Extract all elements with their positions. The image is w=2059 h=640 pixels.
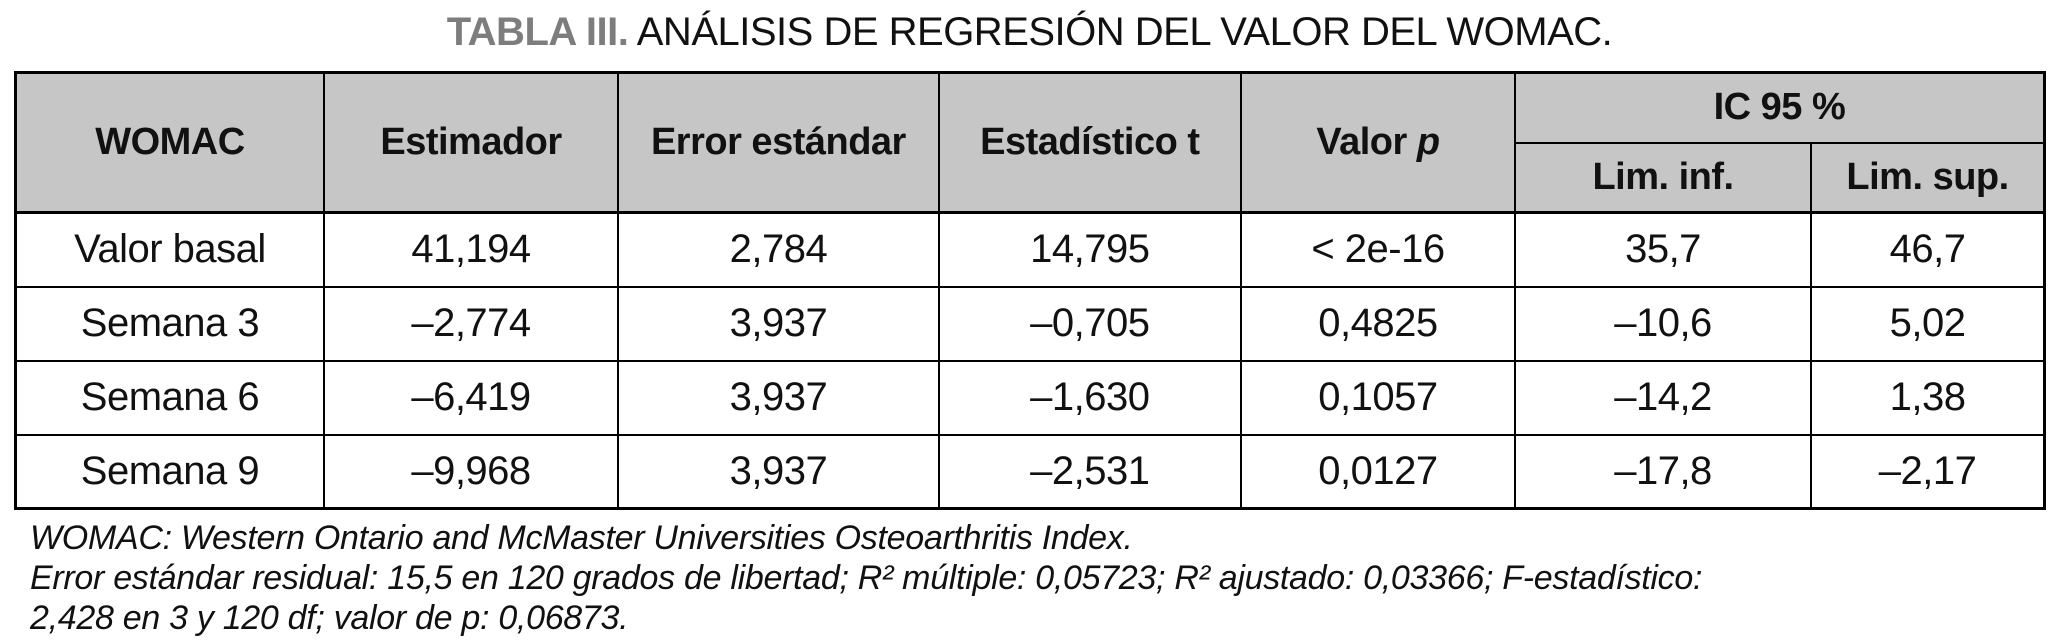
cell-valor-p: 0,4825 bbox=[1240, 285, 1516, 362]
cell-estadistico-t: –0,705 bbox=[937, 285, 1243, 362]
cell-error-estandar: 2,784 bbox=[617, 211, 940, 288]
cell-estadistico-t: –2,531 bbox=[937, 433, 1243, 510]
table-row-semana-6: Semana 6 –6,419 3,937 –1,630 0,1057 –14,… bbox=[14, 359, 2046, 436]
cell-estadistico-t: 14,795 bbox=[937, 211, 1243, 288]
cell-label: Semana 6 bbox=[14, 359, 325, 436]
cell-lim-sup: –2,17 bbox=[1810, 433, 2046, 510]
cell-estimador: –9,968 bbox=[322, 433, 620, 510]
header-lim-sup: Lim. sup. bbox=[1810, 141, 2046, 214]
cell-error-estandar: 3,937 bbox=[617, 433, 940, 510]
page-title: TABLA III. ANÁLISIS DE REGRESIÓN DEL VAL… bbox=[0, 10, 2059, 55]
table-row-semana-9: Semana 9 –9,968 3,937 –2,531 0,0127 –17,… bbox=[14, 433, 2046, 510]
footnote-womac-definition: WOMAC: Western Ontario and McMaster Univ… bbox=[30, 519, 1133, 557]
header-lim-inf: Lim. inf. bbox=[1513, 141, 1813, 214]
cell-lim-inf: –17,8 bbox=[1513, 433, 1813, 510]
cell-lim-sup: 1,38 bbox=[1810, 359, 2046, 436]
header-valor-p: Valor p bbox=[1240, 71, 1516, 214]
cell-label: Semana 9 bbox=[14, 433, 325, 510]
cell-valor-p: < 2e-16 bbox=[1240, 211, 1516, 288]
table-header: WOMAC Estimador Error estándar Estadísti… bbox=[14, 71, 2046, 214]
header-estadistico-t: Estadístico t bbox=[937, 71, 1243, 214]
cell-valor-p: 0,0127 bbox=[1240, 433, 1516, 510]
header-ic95: IC 95 % bbox=[1513, 71, 2046, 144]
table-row-semana-3: Semana 3 –2,774 3,937 –0,705 0,4825 –10,… bbox=[14, 285, 2046, 362]
cell-lim-sup: 5,02 bbox=[1810, 285, 2046, 362]
header-womac: WOMAC bbox=[14, 71, 325, 214]
table-number-label: TABLA III. bbox=[446, 10, 629, 54]
header-valor-p-symbol: p bbox=[1416, 121, 1440, 163]
regression-table: WOMAC Estimador Error estándar Estadísti… bbox=[14, 71, 2046, 510]
cell-label: Semana 3 bbox=[14, 285, 325, 362]
cell-error-estandar: 3,937 bbox=[617, 285, 940, 362]
cell-lim-inf: 35,7 bbox=[1513, 211, 1813, 288]
table-footnotes: WOMAC: Western Ontario and McMaster Univ… bbox=[30, 518, 2059, 638]
header-error-estandar: Error estándar bbox=[617, 71, 940, 214]
cell-estimador: 41,194 bbox=[322, 211, 620, 288]
footnote-model-stats-1: Error estándar residual: 15,5 en 120 gra… bbox=[30, 559, 1703, 598]
cell-estadistico-t: –1,630 bbox=[937, 359, 1243, 436]
cell-estimador: –2,774 bbox=[322, 285, 620, 362]
table-body: Valor basal 41,194 2,784 14,795 < 2e-16 … bbox=[14, 211, 2046, 510]
footnote-model-stats-2: 2,428 en 3 y 120 df; valor de p: 0,06873… bbox=[30, 599, 629, 638]
cell-lim-inf: –10,6 bbox=[1513, 285, 1813, 362]
table-title-text: ANÁLISIS DE REGRESIÓN DEL VALOR DEL WOMA… bbox=[636, 10, 1613, 54]
cell-lim-sup: 46,7 bbox=[1810, 211, 2046, 288]
cell-valor-p: 0,1057 bbox=[1240, 359, 1516, 436]
cell-lim-inf: –14,2 bbox=[1513, 359, 1813, 436]
cell-estimador: –6,419 bbox=[322, 359, 620, 436]
header-valor-p-text: Valor bbox=[1316, 121, 1407, 163]
header-estimador: Estimador bbox=[322, 71, 620, 214]
table-row-valor-basal: Valor basal 41,194 2,784 14,795 < 2e-16 … bbox=[14, 211, 2046, 288]
cell-error-estandar: 3,937 bbox=[617, 359, 940, 436]
cell-label: Valor basal bbox=[14, 211, 325, 288]
